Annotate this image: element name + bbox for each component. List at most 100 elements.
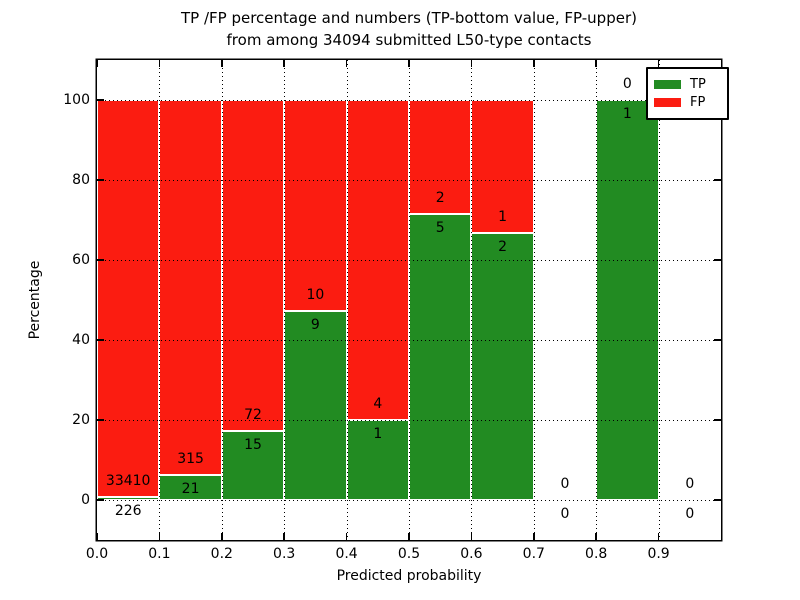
- bar-segment-tp: [159, 475, 222, 500]
- x-tick-mark-top: [158, 60, 161, 67]
- y-axis-label: Percentage: [27, 260, 43, 340]
- x-tick-mark: [283, 533, 285, 540]
- y-tick-mark-right: [714, 419, 721, 421]
- chart-title-line1: TP /FP percentage and numbers (TP-bottom…: [181, 9, 637, 27]
- y-tick-mark: [97, 259, 104, 261]
- y-tick-label: 60: [72, 252, 90, 268]
- y-tick-mark-right: [714, 499, 721, 501]
- bar-segment-fp: [97, 100, 160, 498]
- x-tick-mark: [221, 533, 223, 540]
- chart-title: TP /FP percentage and numbers (TP-bottom…: [97, 7, 721, 51]
- bar-label-fp: 33410: [105, 473, 151, 490]
- bar-label-tp: 15: [244, 437, 262, 454]
- bar-segment-fp: [159, 100, 222, 475]
- plot-area: TP FP 33410 226 315 21 72 15 10 9 4 1 2 5 1 2 0 0 0 1 0 0: [96, 60, 729, 540]
- legend-label-fp: FP: [690, 95, 706, 110]
- y-tick-mark: [97, 419, 104, 421]
- gridline-horizontal: [97, 500, 721, 501]
- bar-label-tp: 21: [181, 481, 200, 497]
- x-tick-mark-top: [96, 60, 98, 67]
- bar-segment-tp: [284, 310, 347, 500]
- x-tick-label: 0.2: [210, 546, 233, 562]
- gridline-vertical: [221, 60, 223, 540]
- x-tick-label: 0.5: [397, 546, 421, 562]
- y-tick-label: 40: [72, 332, 90, 348]
- x-tick-label: 0.1: [148, 546, 171, 562]
- x-tick-label: 0.6: [460, 546, 483, 562]
- y-tick-mark-right: [714, 339, 721, 341]
- bar-segment-fp: [221, 100, 285, 432]
- bar-label-tp: 2: [498, 239, 508, 256]
- gridline-vertical: [159, 60, 161, 540]
- bar-label-tp: 5: [435, 220, 445, 237]
- x-tick-mark: [533, 533, 535, 540]
- x-tick-mark-top: [533, 60, 535, 67]
- x-tick-mark: [657, 533, 660, 540]
- bar-label-fp: 315: [177, 451, 204, 467]
- bar-segment-tp: [596, 100, 659, 500]
- x-tick-label: 0.8: [585, 546, 608, 562]
- bar-label-tp: 1: [622, 106, 632, 122]
- y-tick-mark: [97, 179, 104, 181]
- bar-label-fp: 4: [373, 396, 383, 412]
- x-tick-mark: [96, 533, 98, 540]
- bar-label-tp: 0: [685, 506, 695, 522]
- y-tick-mark-right: [714, 179, 721, 181]
- gridline-horizontal: [97, 180, 721, 181]
- bar-segment-fp: [284, 100, 347, 311]
- gridline-vertical: [409, 60, 410, 540]
- bar-segment-fp: [409, 100, 472, 215]
- x-tick-mark: [595, 533, 597, 540]
- y-tick-label: 80: [72, 172, 90, 188]
- bar-label-tp: 9: [310, 316, 320, 333]
- bar-label-tp: 226: [114, 503, 142, 520]
- bar-segment-tp: [409, 214, 472, 500]
- bar-label-fp: 0: [685, 476, 695, 492]
- x-tick-mark-top: [345, 60, 348, 67]
- x-tick-label: 0.0: [85, 546, 109, 562]
- gridline-vertical: [284, 60, 286, 540]
- bar-label-fp: 0: [622, 76, 632, 92]
- y-tick-mark: [97, 499, 104, 501]
- y-tick-label: 0: [81, 492, 90, 508]
- x-tick-mark-top: [470, 60, 473, 67]
- bar-label-fp: 0: [560, 476, 570, 492]
- legend: TP FP: [646, 67, 729, 120]
- gridline-horizontal: [97, 420, 721, 421]
- bar-segment-tp: [346, 420, 409, 500]
- bar-label-fp: 2: [435, 190, 445, 207]
- bar-label-fp: 72: [244, 407, 262, 424]
- legend-item-tp: TP: [654, 77, 720, 92]
- x-tick-label: 0.4: [335, 546, 358, 562]
- gridline-vertical: [533, 60, 535, 540]
- bar-segment-tp: [221, 431, 285, 500]
- x-tick-mark-top: [221, 60, 223, 67]
- x-tick-mark: [470, 533, 473, 540]
- y-tick-mark-right: [714, 259, 721, 261]
- fp-color-swatch: [654, 98, 681, 107]
- x-tick-mark: [408, 533, 410, 540]
- y-tick-label: 100: [63, 92, 90, 108]
- x-tick-label: 0.3: [273, 546, 296, 562]
- x-tick-label: 0.7: [522, 546, 545, 562]
- chart-title-line2: from among 34094 submitted L50-type cont…: [226, 31, 592, 49]
- gridline-horizontal: [97, 100, 721, 101]
- x-tick-mark-top: [657, 60, 660, 67]
- x-tick-label: 0.9: [647, 546, 670, 562]
- x-tick-mark-top: [408, 60, 410, 67]
- gridline-horizontal: [97, 340, 721, 341]
- bar-label-tp: 0: [560, 506, 570, 522]
- legend-label-tp: TP: [690, 77, 706, 92]
- bar-segment-tp: [471, 233, 534, 500]
- x-axis-label: Predicted probability: [336, 568, 482, 584]
- gridline-vertical: [346, 60, 348, 540]
- x-tick-mark-top: [595, 60, 597, 67]
- bar-segment-tp: [97, 497, 160, 500]
- gridline-vertical: [658, 60, 660, 540]
- x-tick-mark: [158, 533, 161, 540]
- y-tick-mark: [97, 339, 104, 341]
- tp-color-swatch: [654, 80, 681, 89]
- bar-label-fp: 10: [306, 286, 325, 303]
- y-tick-label: 20: [72, 412, 90, 428]
